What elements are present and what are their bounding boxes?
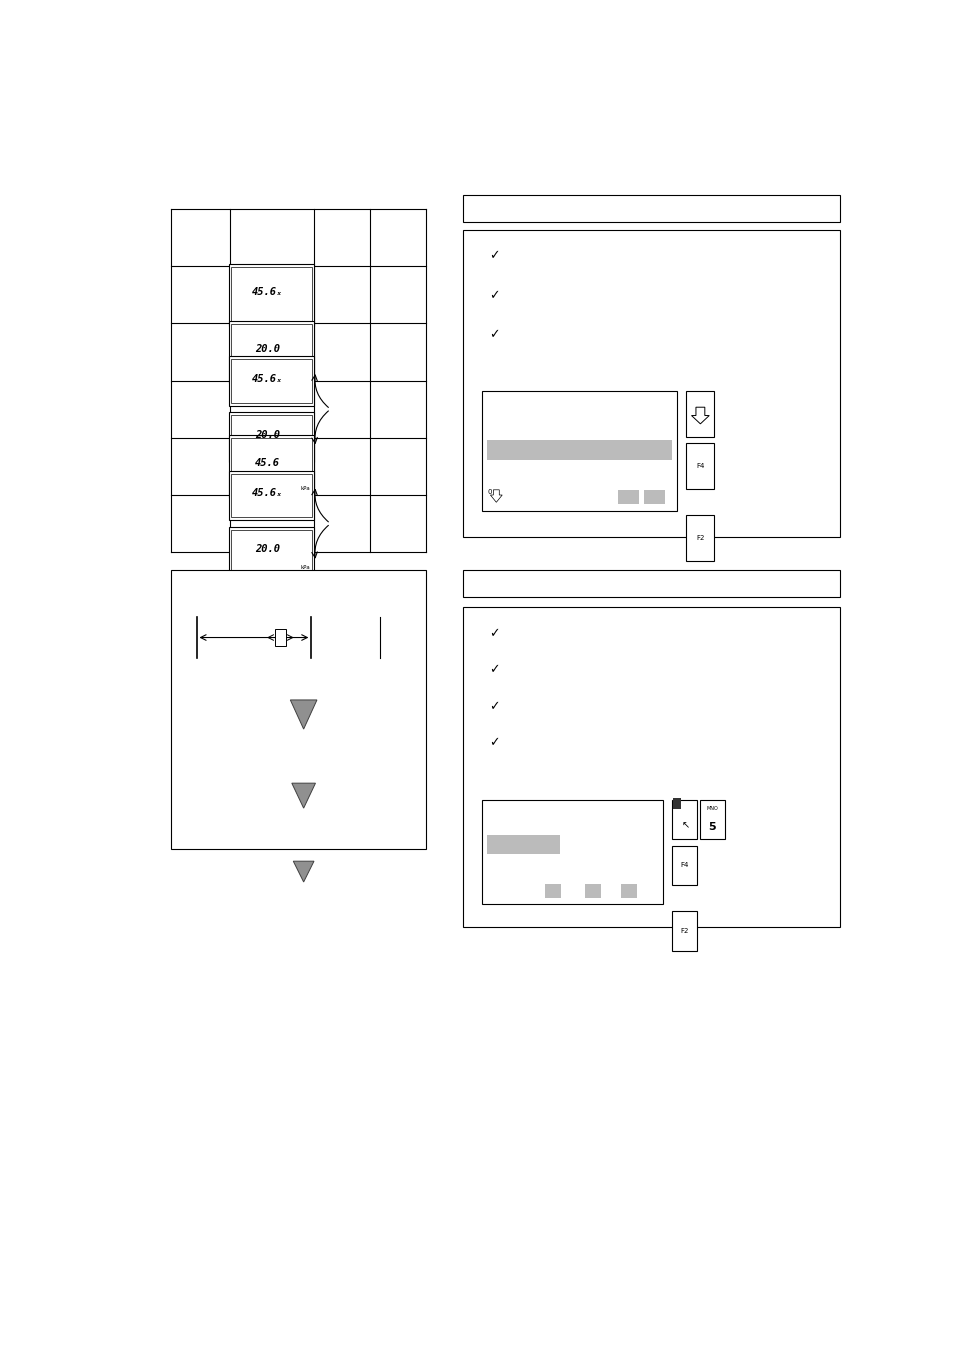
Text: F4: F4 [696, 463, 704, 469]
Bar [274, 630, 286, 646]
Bar [671, 911, 696, 951]
Polygon shape [290, 700, 316, 730]
Text: kPa: kPa [300, 486, 311, 492]
Bar [232, 324, 312, 380]
Text: ↖: ↖ [680, 820, 689, 831]
Bar [544, 884, 560, 897]
Bar [462, 196, 840, 223]
Bar [229, 412, 314, 462]
Bar [229, 263, 314, 326]
Text: 45.6ₓ: 45.6ₓ [252, 488, 283, 499]
Bar [171, 570, 426, 848]
Bar [487, 835, 559, 854]
Bar [232, 359, 312, 403]
Text: F4: F4 [679, 862, 687, 869]
Bar [487, 439, 671, 461]
Bar [232, 474, 312, 517]
Bar [643, 490, 664, 504]
Text: ✓: ✓ [488, 328, 499, 342]
Text: ✓: ✓ [488, 249, 499, 262]
Text: ✓: ✓ [488, 736, 499, 748]
Bar [229, 320, 314, 384]
Text: ✓: ✓ [488, 627, 499, 640]
Bar [685, 515, 714, 561]
Bar [232, 438, 312, 494]
Text: ✓: ✓ [488, 289, 499, 301]
Text: 20.0: 20.0 [254, 544, 280, 554]
Bar [229, 435, 314, 497]
Text: ✓: ✓ [488, 663, 499, 677]
Bar [232, 415, 312, 459]
Bar [229, 527, 314, 577]
Text: 5: 5 [708, 823, 716, 832]
Polygon shape [293, 861, 314, 882]
Bar [462, 570, 840, 597]
Bar [481, 800, 662, 904]
Text: F2: F2 [696, 535, 704, 540]
Polygon shape [490, 490, 501, 503]
Bar [671, 846, 696, 885]
Bar [685, 443, 714, 489]
Text: 45.6ₓ: 45.6ₓ [252, 374, 283, 384]
Text: MNO: MNO [705, 807, 718, 811]
Bar [685, 390, 714, 436]
Bar [481, 390, 677, 511]
Bar [232, 530, 312, 574]
Polygon shape [292, 784, 315, 808]
Bar [620, 884, 637, 897]
Bar [672, 798, 680, 809]
Text: 20.0: 20.0 [254, 430, 280, 440]
Text: 0: 0 [487, 489, 492, 494]
Text: kPa: kPa [300, 566, 311, 570]
Bar [462, 230, 840, 536]
Bar [229, 470, 314, 520]
Bar [699, 800, 724, 839]
Polygon shape [691, 407, 708, 424]
Bar [462, 608, 840, 927]
Bar [232, 266, 312, 323]
Bar [229, 357, 314, 407]
Text: ✓: ✓ [488, 700, 499, 713]
Bar [671, 800, 696, 839]
Text: 45.6: 45.6 [254, 458, 280, 469]
Text: F2: F2 [679, 928, 687, 934]
Text: 20.0: 20.0 [254, 345, 280, 354]
Text: 45.6ₓ: 45.6ₓ [252, 286, 283, 297]
Bar [618, 490, 639, 504]
Bar [584, 884, 600, 897]
